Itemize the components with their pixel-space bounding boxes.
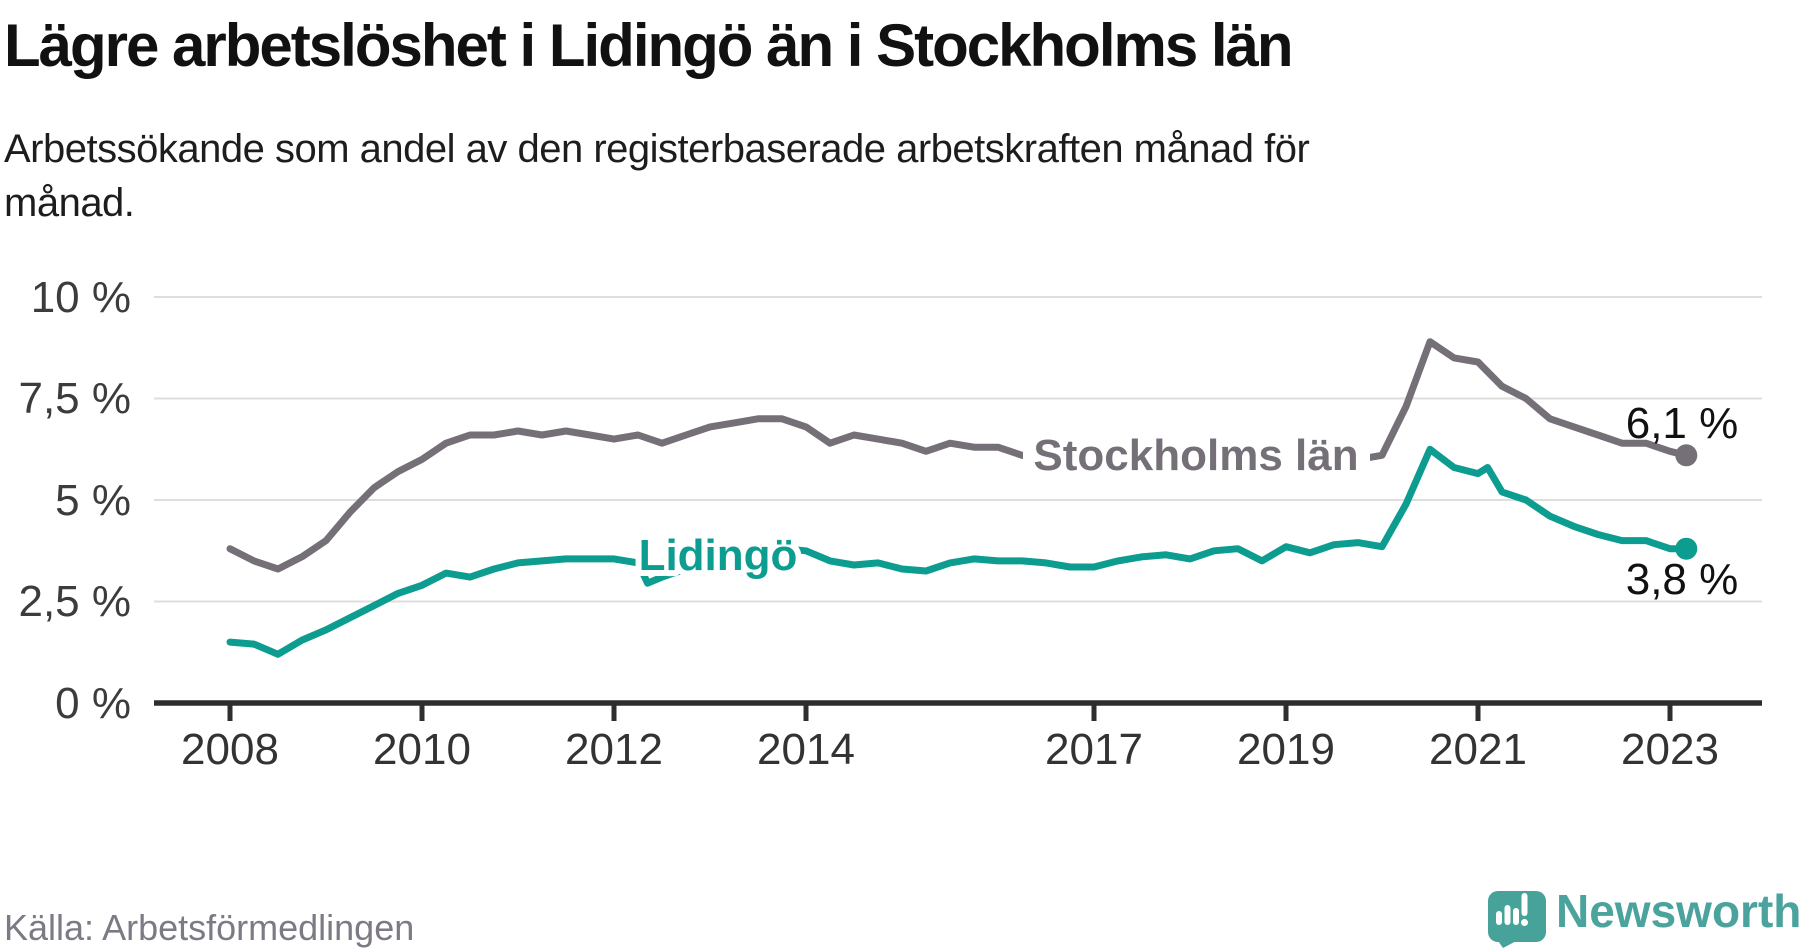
y-label-2-5: 2,5 % xyxy=(18,577,131,626)
end-label-stockholms-lan: 6,1 % xyxy=(1626,399,1739,448)
x-axis-ticks xyxy=(227,703,1673,721)
end-dot-stockholms-lan xyxy=(1675,444,1698,467)
line-lidingo xyxy=(226,445,1690,658)
brand-name: Newsworthy xyxy=(1556,885,1800,937)
y-label-5: 5 % xyxy=(55,476,131,525)
y-label-10: 10 % xyxy=(31,273,131,322)
y-label-0: 0 % xyxy=(55,679,131,728)
y-axis-labels: 10 % 7,5 % 5 % 2,5 % 0 % xyxy=(18,273,131,728)
logo-bar-1 xyxy=(1496,911,1502,925)
logo-exclamation-dot xyxy=(1521,919,1528,926)
chart-subtitle-line1: Arbetssökande som andel av den registerb… xyxy=(4,127,1309,171)
chart-subtitle-line2: månad. xyxy=(4,181,134,225)
stockholms-lan-label-mask xyxy=(1023,431,1370,485)
logo-bubble-tail xyxy=(1496,938,1522,948)
x-label-2012: 2012 xyxy=(565,725,663,774)
logo-exclamation-bar xyxy=(1521,893,1528,916)
logo-bar-2 xyxy=(1504,905,1511,925)
x-label-2019: 2019 xyxy=(1237,725,1335,774)
speech-bubble-chart-icon xyxy=(1488,891,1546,948)
gridlines xyxy=(154,296,1762,603)
x-label-2010: 2010 xyxy=(373,725,471,774)
end-dot-lidingo xyxy=(1675,537,1698,560)
x-label-2023: 2023 xyxy=(1621,725,1719,774)
newsworthy-logo: Newsworthy xyxy=(1488,885,1800,948)
end-label-lidingo: 3,8 % xyxy=(1626,555,1739,604)
line-stockholms-lan xyxy=(226,338,1690,573)
series-label-stockholms-lan: Stockholms län xyxy=(1033,431,1358,480)
page-title: Lägre arbetslöshet i Lidingö än i Stockh… xyxy=(4,12,1292,79)
x-label-2021: 2021 xyxy=(1429,725,1527,774)
series-label-lidingo: Lidingö xyxy=(639,531,798,580)
x-axis-labels: 2008 2010 2012 2014 2017 2019 2021 2023 xyxy=(181,725,1719,774)
source-note: Källa: Arbetsförmedlingen xyxy=(4,907,414,948)
y-label-7-5: 7,5 % xyxy=(18,374,131,423)
x-label-2017: 2017 xyxy=(1045,725,1143,774)
x-label-2014: 2014 xyxy=(757,725,855,774)
logo-bar-3 xyxy=(1513,908,1519,925)
x-label-2008: 2008 xyxy=(181,725,279,774)
logo-bars xyxy=(1496,893,1528,926)
